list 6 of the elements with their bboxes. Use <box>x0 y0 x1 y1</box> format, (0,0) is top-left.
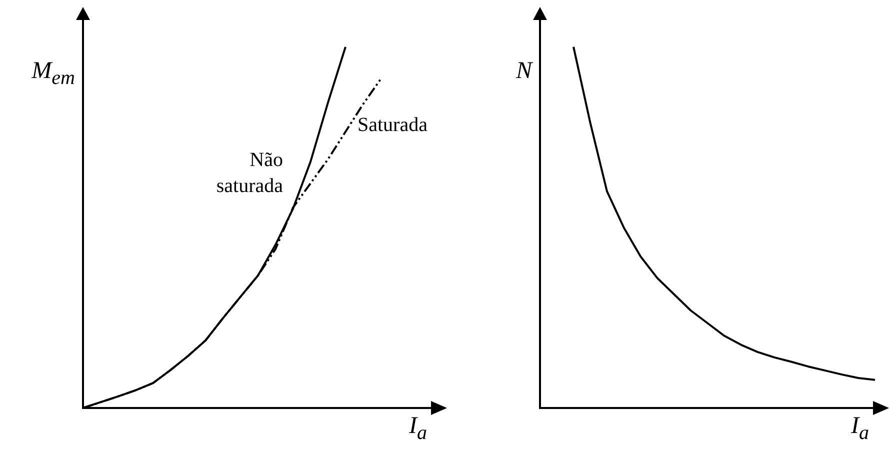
y-axis-title: M$_{em}$ <box>32 58 75 90</box>
y-axis-title: N <box>516 58 532 85</box>
x-axis-title: I$_{a}$ <box>851 413 869 445</box>
x-axis-title: I$_{a}$ <box>409 413 427 445</box>
series-label: Saturada <box>358 114 428 136</box>
series-label: Não saturada <box>216 148 284 197</box>
